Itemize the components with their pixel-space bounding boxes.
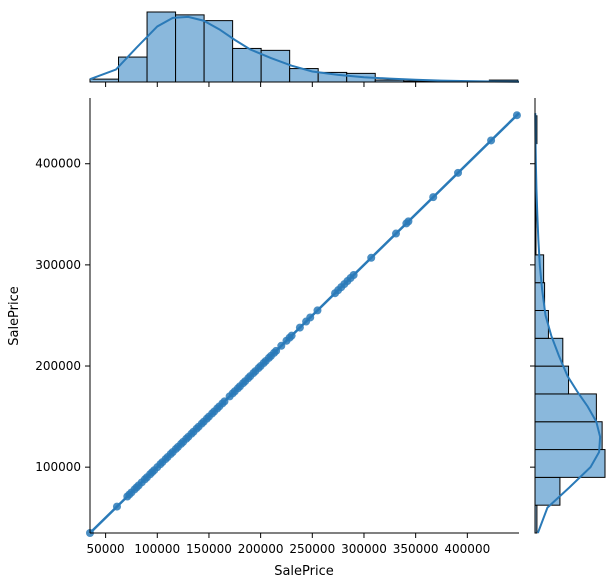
x-tick-label: 250000 bbox=[289, 542, 335, 556]
y-axis-ticks: 100000 200000 300000 400000 bbox=[35, 157, 90, 474]
scatter-points bbox=[86, 111, 521, 537]
scatter-point bbox=[272, 346, 281, 355]
top-hist-bar bbox=[146, 11, 177, 83]
scatter-point bbox=[454, 168, 463, 177]
top-hist-bar bbox=[260, 49, 291, 83]
scatter-point bbox=[349, 270, 358, 279]
right-hist-bar bbox=[534, 449, 606, 478]
scatter-point bbox=[367, 253, 376, 262]
scatter-point bbox=[306, 313, 315, 322]
scatter-point bbox=[392, 229, 401, 238]
top-marginal-ticks bbox=[105, 82, 468, 87]
scatter-point bbox=[487, 136, 496, 145]
scatter-point bbox=[112, 502, 121, 511]
x-tick-label: 100000 bbox=[134, 542, 180, 556]
top-hist-bar bbox=[289, 68, 319, 83]
right-hist-bar bbox=[534, 421, 603, 451]
right-hist-bar bbox=[534, 393, 597, 423]
top-hist-bar bbox=[232, 47, 262, 83]
y-axis-label: SalePrice bbox=[7, 286, 22, 346]
y-tick-label: 400000 bbox=[35, 157, 81, 171]
joint-scatter-plot bbox=[86, 111, 521, 537]
x-tick-label: 200000 bbox=[238, 542, 284, 556]
y-tick-label: 300000 bbox=[35, 258, 81, 272]
scatter-point bbox=[429, 193, 438, 202]
x-axis-ticks: 50000 100000 150000 200000 250000 300000 35000… bbox=[87, 533, 490, 556]
x-tick-label: 350000 bbox=[393, 542, 439, 556]
scatter-point bbox=[404, 217, 413, 226]
scatter-point bbox=[295, 323, 304, 332]
x-axis-label: SalePrice bbox=[274, 564, 334, 579]
scatter-point bbox=[287, 331, 296, 340]
right-marginal-ticks bbox=[530, 163, 535, 468]
x-tick-label: 300000 bbox=[341, 542, 387, 556]
top-marginal-histogram bbox=[89, 11, 520, 83]
right-kde-curve bbox=[534, 113, 602, 534]
top-hist-bar bbox=[175, 14, 205, 83]
scatter-point bbox=[512, 111, 521, 120]
y-tick-label: 100000 bbox=[35, 460, 81, 474]
right-hist-bar bbox=[534, 365, 570, 395]
x-tick-label: 50000 bbox=[87, 542, 125, 556]
y-tick-label: 200000 bbox=[35, 359, 81, 373]
scatter-point bbox=[313, 306, 322, 315]
top-kde-curve bbox=[89, 15, 520, 83]
right-hist-bar bbox=[534, 476, 561, 506]
right-marginal-histogram bbox=[534, 113, 606, 534]
x-tick-label: 150000 bbox=[186, 542, 232, 556]
scatter-point bbox=[220, 397, 229, 406]
x-tick-label: 400000 bbox=[444, 542, 490, 556]
right-hist-bar bbox=[534, 337, 564, 367]
scatter-point bbox=[277, 341, 286, 350]
